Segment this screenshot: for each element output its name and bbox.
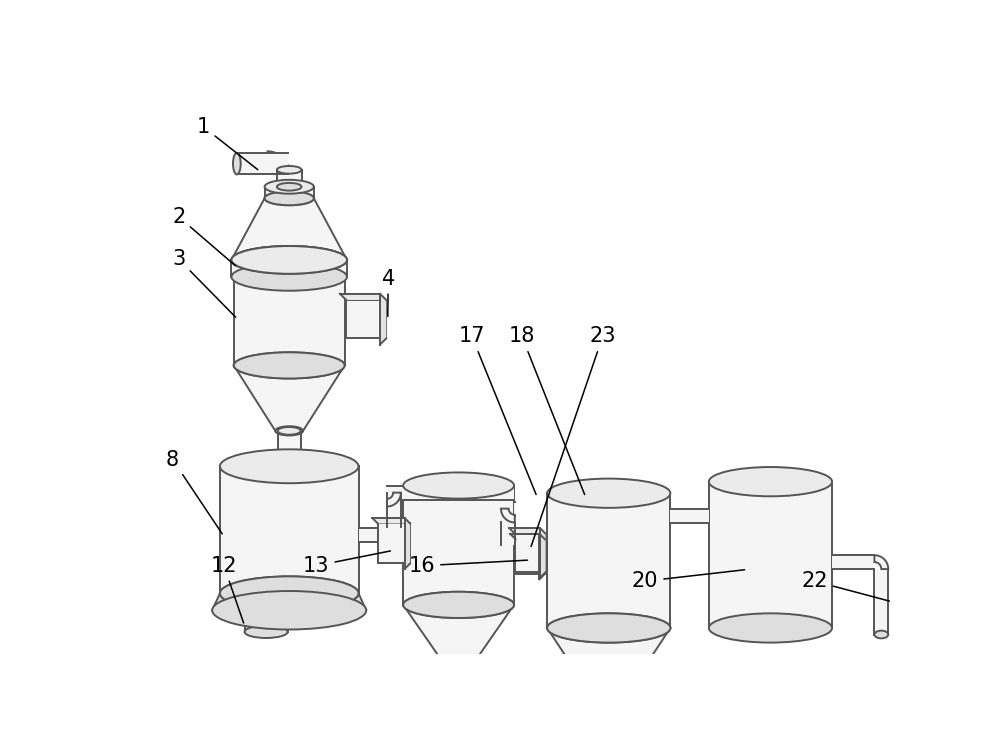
Polygon shape bbox=[501, 523, 515, 545]
Ellipse shape bbox=[709, 613, 832, 642]
Polygon shape bbox=[387, 492, 401, 506]
Ellipse shape bbox=[233, 153, 241, 174]
Text: 12: 12 bbox=[211, 556, 244, 623]
Ellipse shape bbox=[547, 613, 670, 642]
Ellipse shape bbox=[212, 591, 366, 629]
Ellipse shape bbox=[278, 427, 301, 434]
Polygon shape bbox=[268, 151, 289, 173]
Polygon shape bbox=[278, 431, 301, 460]
Polygon shape bbox=[509, 528, 546, 534]
Polygon shape bbox=[403, 486, 514, 605]
Polygon shape bbox=[212, 593, 366, 610]
Polygon shape bbox=[372, 518, 410, 523]
Ellipse shape bbox=[277, 166, 302, 173]
Ellipse shape bbox=[265, 191, 314, 205]
Polygon shape bbox=[380, 294, 386, 345]
Polygon shape bbox=[231, 260, 347, 277]
Ellipse shape bbox=[443, 657, 474, 668]
Polygon shape bbox=[581, 696, 636, 715]
Ellipse shape bbox=[277, 183, 302, 190]
Ellipse shape bbox=[231, 246, 347, 273]
Ellipse shape bbox=[709, 467, 832, 496]
Polygon shape bbox=[265, 187, 314, 198]
Text: 1: 1 bbox=[197, 117, 258, 170]
Ellipse shape bbox=[592, 689, 626, 702]
Polygon shape bbox=[510, 534, 545, 539]
Ellipse shape bbox=[547, 478, 670, 508]
Ellipse shape bbox=[231, 246, 347, 273]
Bar bbox=[515, 534, 546, 572]
Text: 22: 22 bbox=[801, 571, 889, 601]
Polygon shape bbox=[539, 534, 545, 579]
Polygon shape bbox=[234, 365, 345, 431]
Text: 3: 3 bbox=[172, 249, 236, 318]
Ellipse shape bbox=[275, 426, 303, 435]
Bar bbox=[346, 300, 386, 338]
Polygon shape bbox=[874, 569, 888, 634]
Ellipse shape bbox=[234, 352, 345, 379]
Polygon shape bbox=[547, 493, 670, 628]
Text: 19: 19 bbox=[0, 734, 1, 735]
Polygon shape bbox=[405, 518, 410, 569]
Ellipse shape bbox=[220, 576, 359, 610]
Ellipse shape bbox=[278, 456, 301, 464]
Text: 4: 4 bbox=[382, 268, 395, 317]
Polygon shape bbox=[234, 277, 345, 365]
Polygon shape bbox=[434, 663, 483, 680]
Polygon shape bbox=[220, 466, 359, 593]
Text: 20: 20 bbox=[632, 570, 745, 591]
Ellipse shape bbox=[234, 352, 345, 379]
Ellipse shape bbox=[592, 689, 626, 702]
Ellipse shape bbox=[403, 473, 514, 498]
Ellipse shape bbox=[265, 180, 314, 194]
Text: 2: 2 bbox=[172, 207, 236, 266]
Ellipse shape bbox=[220, 576, 359, 610]
Text: 13: 13 bbox=[303, 551, 390, 576]
Text: 23: 23 bbox=[531, 326, 616, 546]
Polygon shape bbox=[359, 528, 378, 542]
Polygon shape bbox=[501, 509, 515, 523]
Polygon shape bbox=[387, 486, 514, 500]
Ellipse shape bbox=[234, 264, 345, 290]
Ellipse shape bbox=[245, 625, 288, 638]
Polygon shape bbox=[547, 628, 670, 696]
Ellipse shape bbox=[581, 706, 636, 723]
Ellipse shape bbox=[874, 631, 888, 639]
Polygon shape bbox=[340, 294, 386, 300]
Polygon shape bbox=[231, 198, 347, 260]
Polygon shape bbox=[540, 528, 546, 578]
Polygon shape bbox=[277, 170, 302, 187]
Text: 17: 17 bbox=[459, 326, 536, 495]
Polygon shape bbox=[387, 492, 401, 527]
Bar bbox=[378, 523, 410, 564]
Ellipse shape bbox=[220, 449, 359, 483]
Text: 8: 8 bbox=[166, 450, 222, 534]
Ellipse shape bbox=[231, 246, 347, 273]
Polygon shape bbox=[245, 610, 288, 632]
Polygon shape bbox=[874, 555, 888, 569]
Bar bbox=[516, 539, 545, 574]
Polygon shape bbox=[237, 153, 288, 174]
Text: 18: 18 bbox=[509, 326, 585, 495]
Ellipse shape bbox=[547, 613, 670, 642]
Text: 16: 16 bbox=[409, 556, 527, 576]
Polygon shape bbox=[709, 481, 832, 628]
Ellipse shape bbox=[434, 672, 483, 687]
Ellipse shape bbox=[443, 657, 474, 668]
Text: 15: 15 bbox=[0, 734, 1, 735]
Polygon shape bbox=[832, 555, 874, 569]
Ellipse shape bbox=[403, 592, 514, 618]
Ellipse shape bbox=[231, 263, 347, 291]
Polygon shape bbox=[670, 509, 709, 523]
Polygon shape bbox=[403, 605, 514, 663]
Ellipse shape bbox=[403, 592, 514, 618]
Ellipse shape bbox=[265, 191, 314, 205]
